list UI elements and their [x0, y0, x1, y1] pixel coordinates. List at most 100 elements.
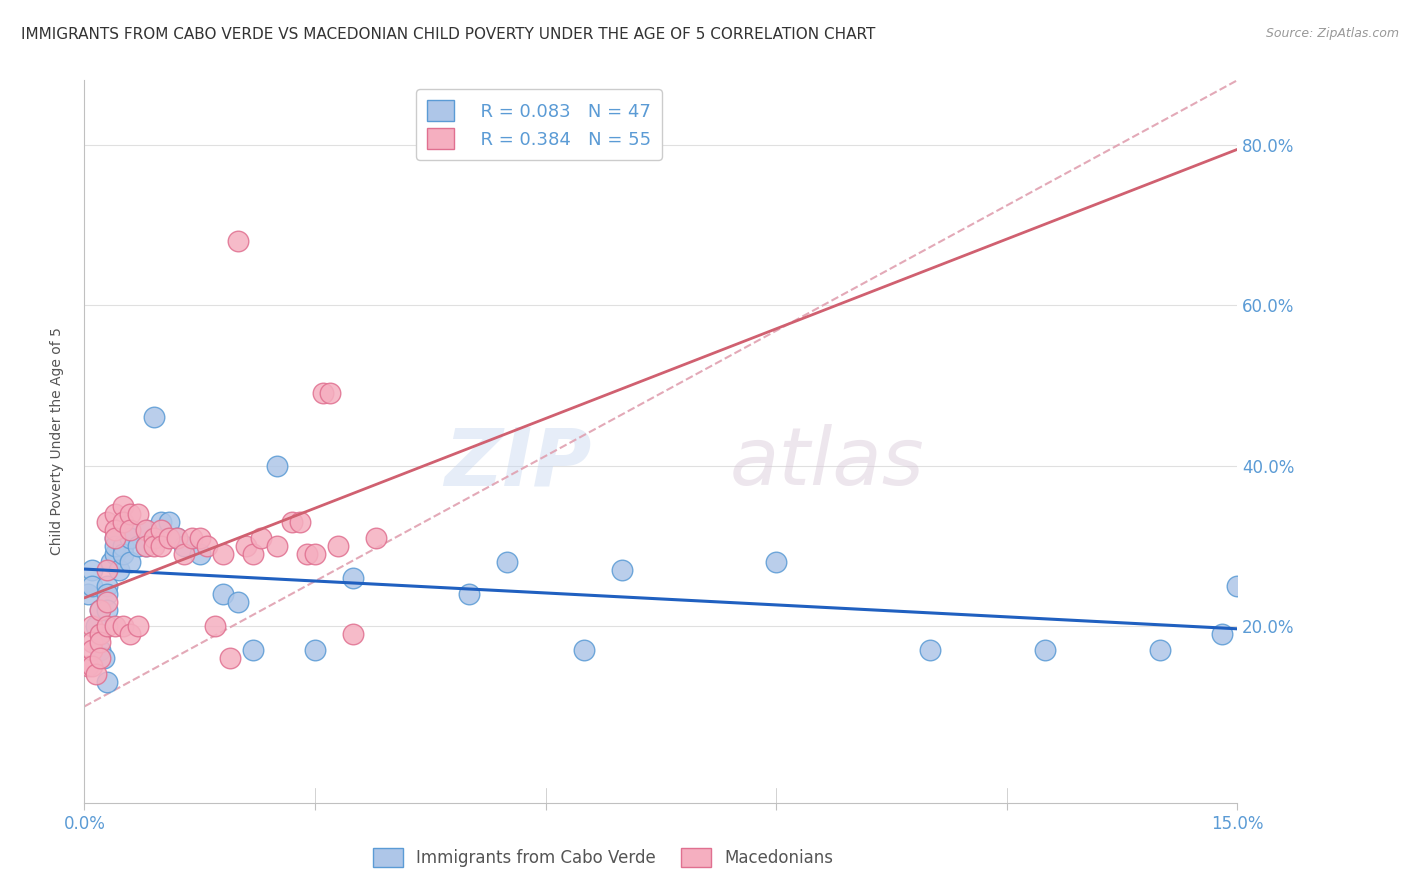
Point [235, 539, 257, 553]
Point [96, 563, 118, 577]
Point [120, 531, 142, 545]
Point [326, 539, 349, 553]
Point [80, 579, 103, 593]
Point [77, 659, 100, 673]
Point [1149, 643, 1171, 657]
Point [572, 643, 595, 657]
Point [319, 386, 342, 401]
Point [120, 507, 142, 521]
Point [77, 587, 100, 601]
Point [188, 531, 211, 545]
Point [1211, 627, 1233, 641]
Point [166, 531, 188, 545]
Point [111, 547, 134, 561]
Point [157, 531, 180, 545]
Point [120, 523, 142, 537]
Point [242, 547, 264, 561]
Point [918, 643, 941, 657]
Point [89, 627, 111, 641]
Point [211, 547, 233, 561]
Point [173, 539, 195, 553]
Point [84, 619, 107, 633]
Point [80, 619, 103, 633]
Text: atlas: atlas [730, 425, 925, 502]
Point [96, 603, 118, 617]
Point [127, 539, 149, 553]
Point [104, 619, 127, 633]
Point [108, 563, 131, 577]
Point [104, 507, 127, 521]
Point [188, 547, 211, 561]
Point [150, 515, 173, 529]
Point [127, 507, 149, 521]
Point [96, 587, 118, 601]
Point [84, 667, 107, 681]
Point [242, 643, 264, 657]
Point [142, 539, 165, 553]
Point [89, 627, 111, 641]
Point [80, 563, 103, 577]
Point [135, 523, 157, 537]
Y-axis label: Child Poverty Under the Age of 5: Child Poverty Under the Age of 5 [49, 327, 63, 556]
Point [366, 531, 388, 545]
Point [204, 619, 226, 633]
Point [211, 587, 233, 601]
Point [104, 547, 127, 561]
Point [100, 555, 122, 569]
Point [250, 531, 273, 545]
Point [181, 531, 204, 545]
Point [496, 555, 519, 569]
Point [342, 627, 364, 641]
Point [96, 595, 118, 609]
Text: IMMIGRANTS FROM CABO VERDE VS MACEDONIAN CHILD POVERTY UNDER THE AGE OF 5 CORREL: IMMIGRANTS FROM CABO VERDE VS MACEDONIAN… [21, 27, 876, 42]
Point [150, 523, 173, 537]
Point [142, 531, 165, 545]
Point [111, 499, 134, 513]
Point [89, 643, 111, 657]
Point [135, 539, 157, 553]
Point [111, 619, 134, 633]
Point [342, 571, 364, 585]
Point [135, 539, 157, 553]
Point [89, 603, 111, 617]
Point [93, 651, 115, 665]
Point [765, 555, 787, 569]
Point [281, 515, 304, 529]
Point [120, 523, 142, 537]
Point [226, 595, 249, 609]
Point [80, 643, 103, 657]
Point [195, 539, 218, 553]
Text: Source: ZipAtlas.com: Source: ZipAtlas.com [1265, 27, 1399, 40]
Point [120, 555, 142, 569]
Point [104, 531, 127, 545]
Point [304, 547, 326, 561]
Point [142, 410, 165, 425]
Point [457, 587, 479, 601]
Point [173, 547, 195, 561]
Point [104, 523, 127, 537]
Point [96, 579, 118, 593]
Point [166, 531, 188, 545]
Point [1033, 643, 1056, 657]
Point [266, 458, 288, 473]
Point [288, 515, 311, 529]
Point [311, 386, 333, 401]
Legend: Immigrants from Cabo Verde, Macedonians: Immigrants from Cabo Verde, Macedonians [367, 841, 839, 874]
Point [80, 635, 103, 649]
Point [226, 234, 249, 248]
Point [297, 547, 319, 561]
Point [135, 523, 157, 537]
Point [80, 659, 103, 673]
Point [157, 515, 180, 529]
Point [89, 603, 111, 617]
Point [104, 539, 127, 553]
Point [96, 619, 118, 633]
Point [1226, 579, 1249, 593]
Point [612, 563, 634, 577]
Point [127, 619, 149, 633]
Point [89, 635, 111, 649]
Point [111, 539, 134, 553]
Point [96, 675, 118, 690]
Point [111, 515, 134, 529]
Text: ZIP: ZIP [444, 425, 592, 502]
